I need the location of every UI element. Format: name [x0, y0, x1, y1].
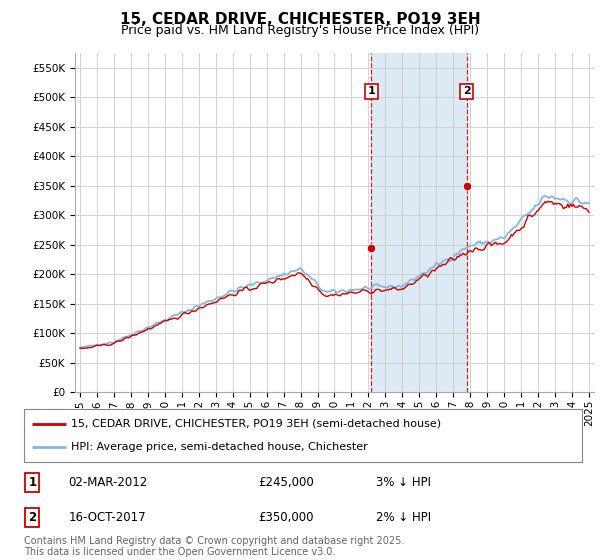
Text: £245,000: £245,000 — [259, 476, 314, 489]
Text: 16-OCT-2017: 16-OCT-2017 — [68, 511, 146, 524]
Text: 2: 2 — [28, 511, 37, 524]
Text: 1: 1 — [367, 86, 375, 96]
Text: £350,000: £350,000 — [259, 511, 314, 524]
Text: 02-MAR-2012: 02-MAR-2012 — [68, 476, 148, 489]
Text: 3% ↓ HPI: 3% ↓ HPI — [376, 476, 431, 489]
Text: Price paid vs. HM Land Registry's House Price Index (HPI): Price paid vs. HM Land Registry's House … — [121, 24, 479, 36]
Text: 15, CEDAR DRIVE, CHICHESTER, PO19 3EH (semi-detached house): 15, CEDAR DRIVE, CHICHESTER, PO19 3EH (s… — [71, 419, 442, 429]
Text: 2% ↓ HPI: 2% ↓ HPI — [376, 511, 431, 524]
Text: 15, CEDAR DRIVE, CHICHESTER, PO19 3EH: 15, CEDAR DRIVE, CHICHESTER, PO19 3EH — [119, 12, 481, 27]
Text: Contains HM Land Registry data © Crown copyright and database right 2025.
This d: Contains HM Land Registry data © Crown c… — [24, 535, 404, 557]
Text: 2: 2 — [463, 86, 470, 96]
Bar — [371, 53, 467, 392]
FancyBboxPatch shape — [24, 409, 582, 462]
Text: HPI: Average price, semi-detached house, Chichester: HPI: Average price, semi-detached house,… — [71, 442, 368, 452]
Text: 1: 1 — [28, 476, 37, 489]
